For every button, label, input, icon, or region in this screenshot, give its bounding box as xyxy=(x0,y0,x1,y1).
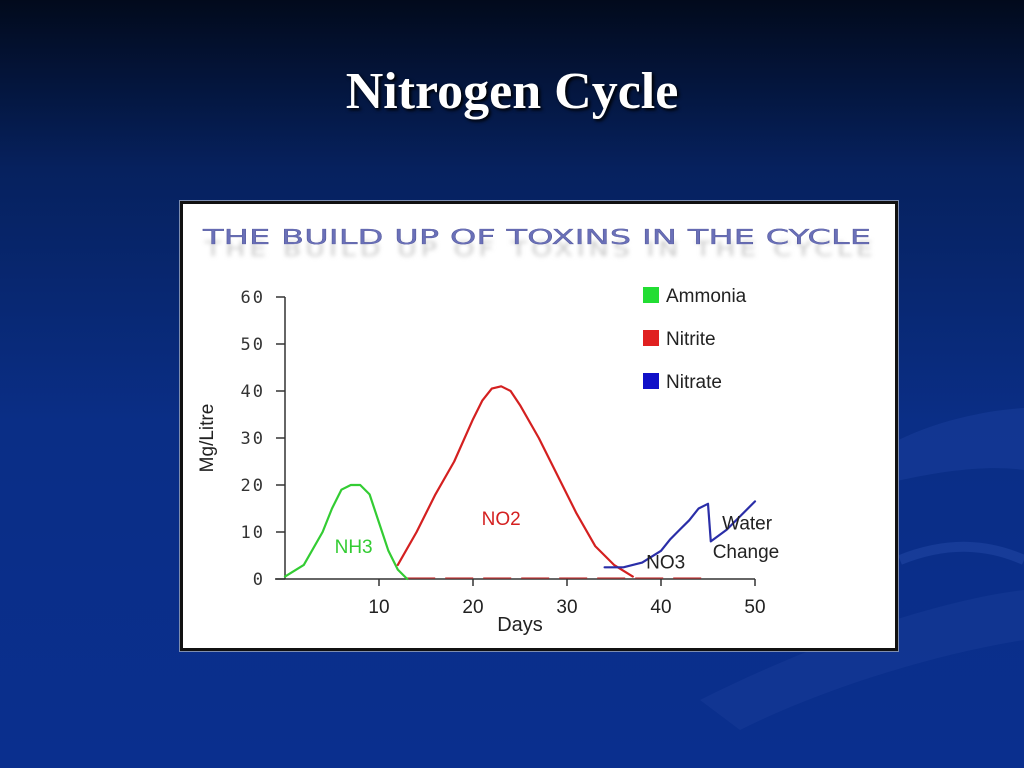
x-tick-label: 10 xyxy=(368,597,389,618)
y-tick-label: 10 xyxy=(241,523,265,543)
x-tick-label: 50 xyxy=(744,597,765,618)
legend-swatch-nitrite xyxy=(643,330,659,346)
series-line-nitrate xyxy=(603,500,757,569)
x-tick-label: 30 xyxy=(556,597,577,618)
series-label-nh3: NH3 xyxy=(335,537,373,558)
series-line-ammonia xyxy=(283,483,409,581)
series-label-no2: NO2 xyxy=(482,509,521,530)
chart-title-shadow: THE BUILD UP OF TOXINS IN THE CYCLE xyxy=(204,237,877,261)
y-tick-label: 60 xyxy=(241,288,265,308)
legend-swatch-nitrate xyxy=(643,373,659,389)
chart-title: THE BUILD UP OF TOXINS IN THE CYCLE xyxy=(201,225,871,249)
series-label-no3: NO3 xyxy=(646,553,685,574)
y-axis-label: Mg/Litre xyxy=(197,404,218,473)
x-tick-label: 40 xyxy=(650,597,671,618)
annotation-water: Water xyxy=(722,514,773,535)
annotation-change: Change xyxy=(713,542,780,563)
y-tick-label: 40 xyxy=(241,382,265,402)
chart-frame: THE BUILD UP OF TOXINS IN THE CYCLE THE … xyxy=(180,201,898,651)
x-axis-label: Days xyxy=(497,614,543,636)
legend-label-ammonia: Ammonia xyxy=(666,286,747,307)
legend-swatch-ammonia xyxy=(643,287,659,303)
series-line-nitrite xyxy=(396,385,634,578)
y-tick-label: 50 xyxy=(241,335,265,355)
legend-label-nitrate: Nitrate xyxy=(666,372,722,393)
slide-title: Nitrogen Cycle xyxy=(345,63,679,120)
x-tick-label: 20 xyxy=(462,597,483,618)
chart-svg: THE BUILD UP OF TOXINS IN THE CYCLE THE … xyxy=(197,225,877,636)
y-tick-label: 20 xyxy=(241,476,265,496)
y-tick-label: 30 xyxy=(241,429,265,449)
legend-label-nitrite: Nitrite xyxy=(666,329,716,350)
y-tick-label: 0 xyxy=(253,570,265,590)
